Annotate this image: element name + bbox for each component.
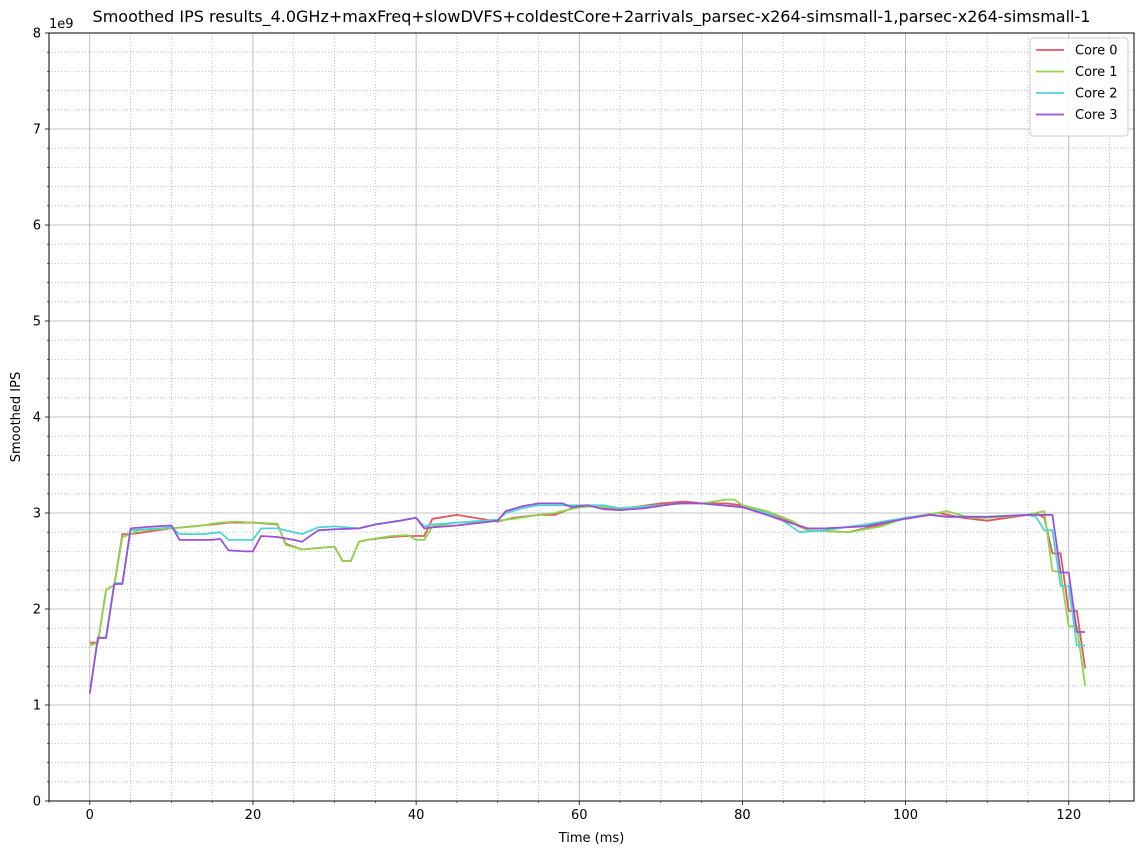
legend: Core 0 Core 1 Core 2 Core 3 <box>1029 37 1129 137</box>
minor-grid <box>48 33 1134 801</box>
chart-title: Smoothed IPS results_4.0GHz+maxFreq+slow… <box>93 7 1091 27</box>
major-grid <box>49 32 1134 802</box>
y-tick-label: 3 <box>33 507 41 522</box>
legend-label: Core 3 <box>1075 108 1118 123</box>
x-tick-label: 100 <box>893 808 918 823</box>
x-axis-label: Time (ms) <box>558 831 625 846</box>
y-offset-text: 1e9 <box>49 17 74 32</box>
y-tick-label: 2 <box>33 603 41 618</box>
y-tick-label: 0 <box>33 795 41 810</box>
legend-label: Core 1 <box>1075 65 1118 80</box>
y-axis-label: Smoothed IPS <box>9 372 24 462</box>
y-tick-label: 1 <box>33 699 41 714</box>
x-tick-label: 60 <box>571 808 588 823</box>
x-tick-label: 20 <box>245 808 262 823</box>
axis-ticks: 0 20 40 60 80 100 120 0 1 2 3 4 5 6 7 8 <box>33 27 1110 823</box>
y-tick-label: 4 <box>33 411 41 426</box>
x-tick-label: 120 <box>1056 808 1081 823</box>
x-tick-label: 40 <box>408 808 425 823</box>
x-tick-label: 80 <box>734 808 751 823</box>
legend-label: Core 2 <box>1075 87 1118 102</box>
y-tick-label: 8 <box>33 27 41 42</box>
y-tick-label: 7 <box>33 123 41 138</box>
x-tick-label: 0 <box>86 808 94 823</box>
series-lines <box>88 498 1086 694</box>
series-line <box>88 502 1086 694</box>
series-line <box>89 498 1086 686</box>
legend-box <box>1029 37 1129 137</box>
y-tick-label: 5 <box>33 315 41 330</box>
legend-label: Core 0 <box>1075 44 1118 59</box>
y-tick-label: 6 <box>33 219 41 234</box>
